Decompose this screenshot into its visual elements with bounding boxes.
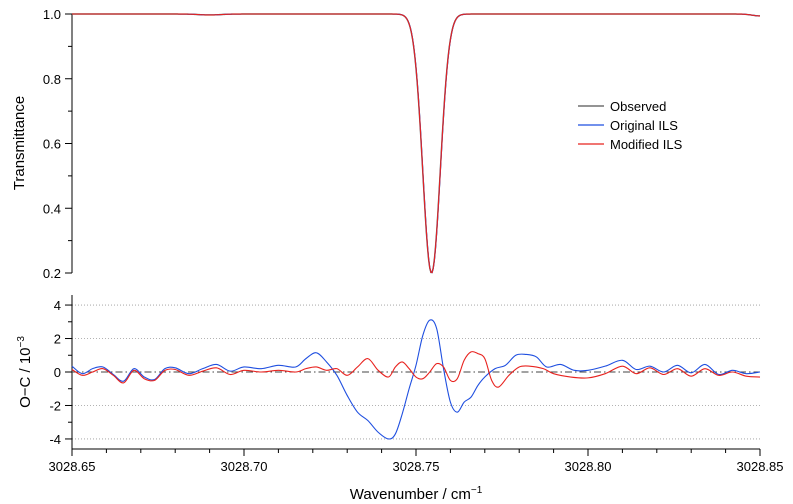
residuals-tick-label: 4 [54, 298, 61, 313]
transmittance-panel: 0.2 0.4 0.6 0.8 1.0 Transmittance Observed Or… [11, 7, 761, 281]
legend: Observed Original ILS Modified ILS [578, 99, 683, 152]
legend-entry: Observed [610, 99, 666, 114]
x-tick-label: 3028.80 [565, 459, 612, 474]
x-tick-label: 3028.85 [737, 459, 784, 474]
residuals-series [71, 319, 761, 440]
residuals-tick-label: 2 [54, 332, 61, 347]
transmittance-y-axis: 0.2 0.4 0.6 0.8 1.0 [43, 7, 72, 281]
transmittance-series [72, 13, 761, 274]
residuals-gridlines [72, 304, 760, 440]
residuals-y-axis-label: O−C / 10−3 [16, 336, 34, 408]
residuals-tick-label: -4 [49, 432, 61, 447]
residuals-line-modified-ils [71, 350, 761, 388]
residuals-line-original-ils [71, 319, 761, 440]
transmittance-y-axis-label: Transmittance [11, 96, 28, 190]
residuals-y-axis-label-exponent: −3 [16, 336, 27, 348]
x-tick-label: 3028.75 [393, 459, 440, 474]
x-tick-label: 3028.70 [221, 459, 268, 474]
residuals-tick-label: 0 [54, 365, 61, 380]
legend-entry: Original ILS [610, 118, 678, 133]
x-axis-label-exponent: −1 [471, 485, 483, 496]
transmittance-tick-label: 0.4 [43, 201, 61, 216]
residuals-tick-label: -2 [49, 398, 61, 413]
transmittance-line-modified-ils [72, 13, 761, 274]
x-axis: 3028.65 3028.70 3028.75 3028.80 3028.85 [49, 449, 784, 474]
residuals-y-axis-label-main: O−C / 10 [17, 347, 34, 407]
transmittance-tick-label: 1.0 [43, 7, 61, 22]
transmittance-tick-label: 0.2 [43, 266, 61, 281]
x-tick-label: 3028.65 [49, 459, 96, 474]
residuals-panel: -4 -2 0 2 4 O−C / 10−3 [16, 295, 761, 449]
residuals-y-axis: -4 -2 0 2 4 [49, 298, 72, 447]
x-axis-label-main: Wavenumber / cm [350, 486, 471, 503]
transmittance-tick-label: 0.8 [43, 72, 61, 87]
transmittance-tick-label: 0.6 [43, 137, 61, 152]
x-axis-label: Wavenumber / cm−1 [350, 485, 483, 503]
legend-entry: Modified ILS [610, 137, 683, 152]
